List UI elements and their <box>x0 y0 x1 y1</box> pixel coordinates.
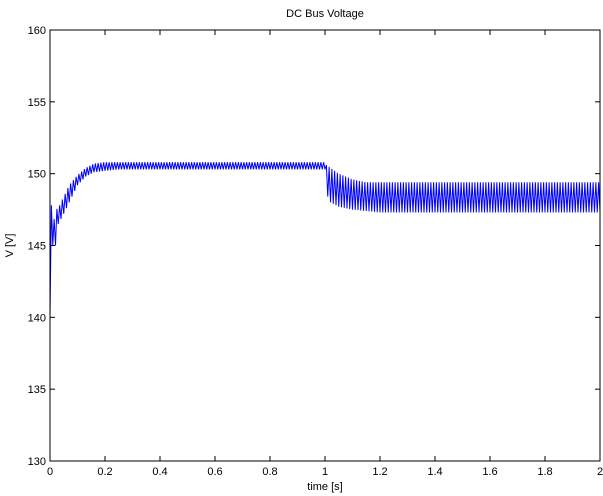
y-tick-label: 160 <box>28 25 46 37</box>
y-tick-label: 145 <box>28 241 46 253</box>
y-tick-label: 130 <box>28 456 46 468</box>
plot-frame <box>49 29 601 462</box>
chart-title: DC Bus Voltage <box>286 8 364 20</box>
y-axis-label: V [V] <box>4 234 16 258</box>
x-tick-label: 1.8 <box>537 466 552 478</box>
y-tick-label: 140 <box>28 312 46 324</box>
x-tick-label: 2 <box>597 466 603 478</box>
x-tick-label: 0 <box>47 466 53 478</box>
x-tick-label: 0.6 <box>207 466 222 478</box>
y-tick-label: 150 <box>28 169 46 181</box>
y-tick-label: 155 <box>28 97 46 109</box>
x-tick-label: 1.6 <box>482 466 497 478</box>
series-line <box>49 162 601 318</box>
x-tick-label: 0.4 <box>152 466 167 478</box>
y-tick-label: 135 <box>28 384 46 396</box>
x-tick-label: 1.4 <box>427 466 442 478</box>
x-tick-label: 1.2 <box>372 466 387 478</box>
x-axis-label: time [s] <box>307 481 342 493</box>
x-tick-label: 0.2 <box>97 466 112 478</box>
x-tick-label: 1 <box>322 466 328 478</box>
x-tick-label: 0.8 <box>262 466 277 478</box>
x-axis: 0 0.2 0.4 0.6 0.8 1 1.2 1.4 1.6 1.8 2 <box>47 30 603 478</box>
